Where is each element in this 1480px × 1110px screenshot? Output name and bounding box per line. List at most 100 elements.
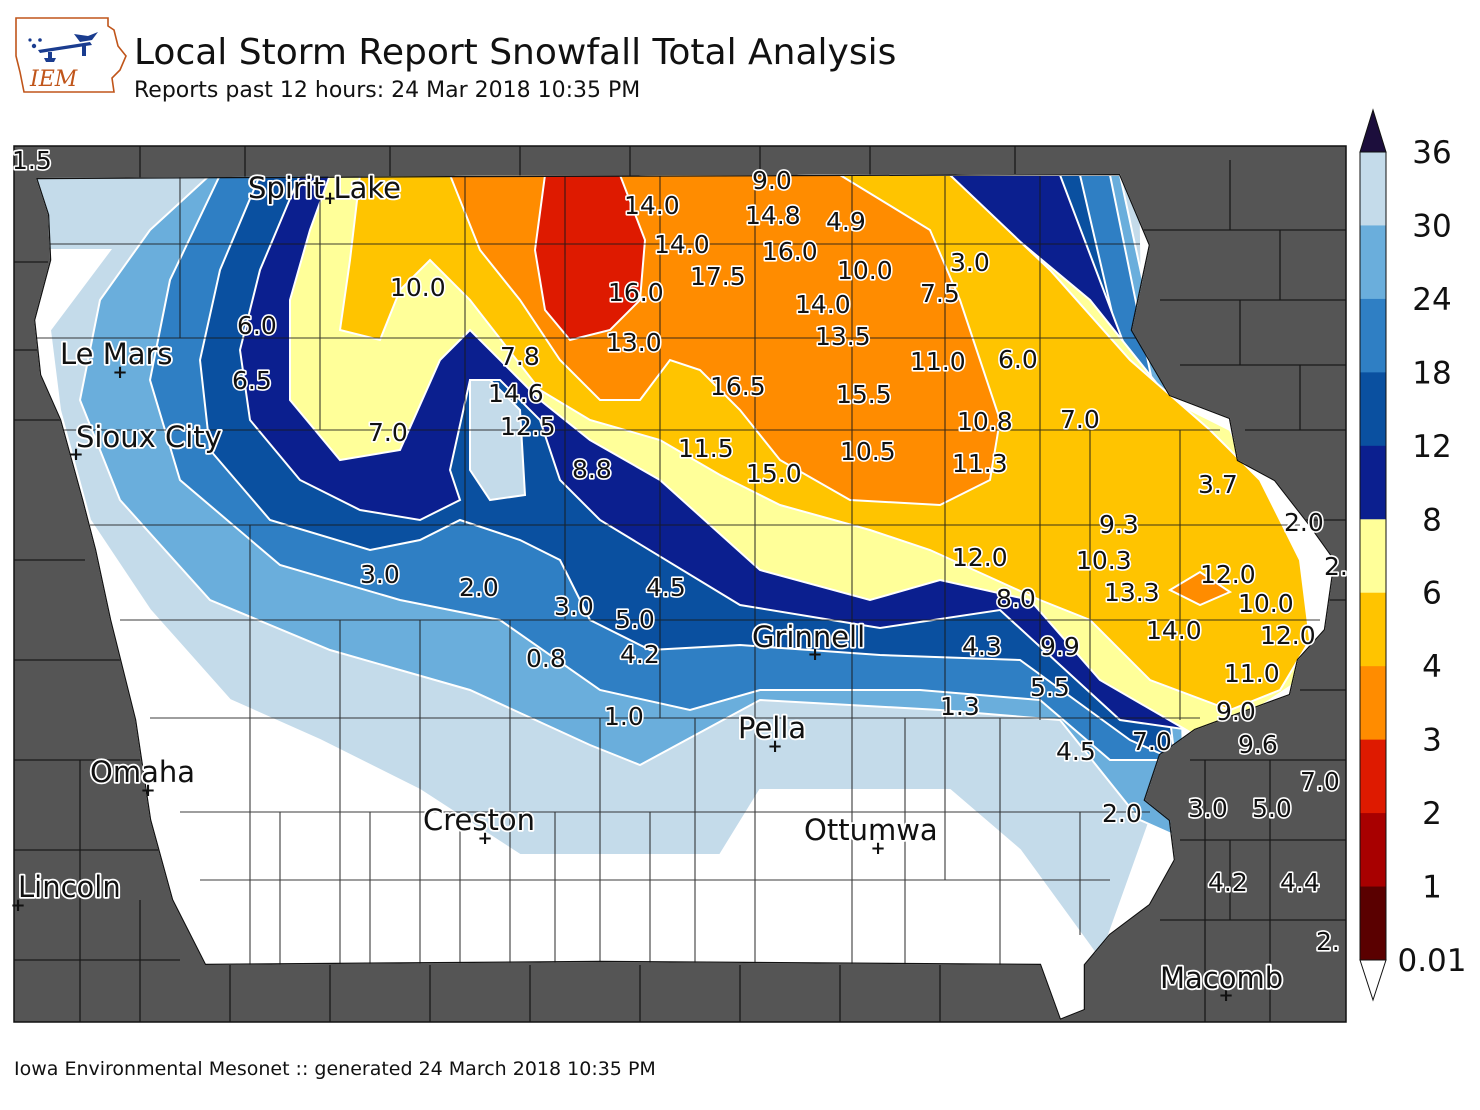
- snowfall-report-value: 14.0: [795, 290, 851, 319]
- colorbar-tick-label: 30: [1412, 208, 1451, 244]
- snowfall-report-value: 8.0: [996, 584, 1036, 613]
- snowfall-report-value: 10.0: [1238, 589, 1294, 618]
- snowfall-report-value: 1.5: [12, 146, 52, 175]
- snowfall-report-value: 11.3: [952, 449, 1008, 478]
- report-layer: 1.5 9.0 14.0 14.8 4.9 14.0 16.0 17.5 10.0 3.0 16.0…: [10, 144, 1349, 957]
- snowfall-report-value: 7.5: [920, 279, 960, 308]
- snowfall-report-value: 11.0: [910, 347, 966, 376]
- map-frame: [13, 145, 1347, 1023]
- snowfall-report-value: 4.2: [1208, 868, 1248, 897]
- snowfall-report-value: 5.0: [1252, 794, 1292, 823]
- snowfall-report-value: 6.5: [232, 366, 272, 395]
- colorbar-segment: [1360, 592, 1386, 667]
- city-marker: +: [10, 895, 25, 916]
- city-label: Ottumwa: [804, 813, 938, 847]
- snowfall-report-value: 4.3: [962, 632, 1002, 661]
- snowfall-report-value: 4.5: [1056, 737, 1096, 766]
- snowfall-report-value: 9.6: [1238, 730, 1278, 759]
- snowfall-report-value: 11.5: [678, 434, 734, 463]
- snowfall-report-value: 9.9: [1040, 632, 1080, 661]
- city-marker: +: [1218, 985, 1233, 1006]
- iem-logo: IEM: [15, 17, 127, 93]
- city-label: Grinnell: [752, 620, 865, 654]
- colorbar-tick-label: 4: [1422, 649, 1442, 685]
- city-label: Sioux City: [76, 420, 222, 454]
- colorbar-tick-label: 8: [1422, 502, 1442, 538]
- colorbar-tick-label: 36: [1412, 135, 1451, 171]
- city-label: Creston: [423, 803, 535, 837]
- colorbar-tick-label: 24: [1412, 282, 1451, 318]
- snowfall-report-value: 12.0: [952, 543, 1008, 572]
- colorbar-segment: [1360, 886, 1386, 961]
- snowfall-report-value: 16.5: [710, 372, 766, 401]
- snowfall-report-value: 7.0: [1300, 767, 1340, 796]
- snowfall-report-value: 16.0: [762, 237, 818, 266]
- snowfall-report-value: 5.5: [1030, 673, 1070, 702]
- city-label: Lincoln: [18, 870, 121, 904]
- colorbar-segment: [1360, 666, 1386, 741]
- snowfall-report-value: 12.5: [500, 412, 556, 441]
- map-subtitle: Reports past 12 hours: 24 Mar 2018 10:35…: [134, 78, 641, 103]
- colorbar-tick-label: 2: [1422, 796, 1442, 832]
- snowfall-report-value: 1.3: [940, 692, 980, 721]
- snowfall-report-value: 13.0: [606, 328, 662, 357]
- snowfall-report-value: 14.0: [1146, 616, 1202, 645]
- city-marker: +: [322, 188, 337, 209]
- colorbar-segment: [1360, 298, 1386, 373]
- snowfall-report-value: 14.0: [654, 230, 710, 259]
- city-marker: +: [68, 444, 83, 465]
- colorbar-max-arrow: [1359, 108, 1387, 153]
- footer-credit: Iowa Environmental Mesonet :: generated …: [14, 1058, 656, 1080]
- snowfall-report-value: 0.8: [526, 644, 566, 673]
- colorbar-tick-label: 18: [1412, 355, 1451, 391]
- snowfall-report-value: 14.6: [488, 379, 544, 408]
- snowfall-report-value: 4.4: [1280, 868, 1320, 897]
- city-label: Macomb: [1160, 961, 1283, 995]
- colorbar-segment: [1360, 813, 1386, 888]
- colorbar: 36 30 24 18 12 8 6 4 3 2 1 0.01: [1359, 108, 1467, 1002]
- city-marker: +: [112, 362, 127, 383]
- snowfall-report-value: 6.0: [998, 345, 1038, 374]
- snowfall-report-value: 3.0: [950, 248, 990, 277]
- city-label: Pella: [738, 711, 806, 745]
- snowfall-report-value: 17.5: [690, 262, 746, 291]
- colorbar-segment: [1360, 372, 1386, 447]
- snowfall-report-value: 15.5: [836, 380, 892, 409]
- snowfall-report-value: 15.0: [746, 459, 802, 488]
- city-marker: +: [767, 736, 782, 757]
- snowfall-report-value: 2.0: [1284, 508, 1324, 537]
- colorbar-min-arrow: [1359, 959, 1387, 1002]
- snowfall-report-value: 6.0: [237, 311, 277, 340]
- city-layer: +Spirit Lake+Le Mars+Sioux City+Grinnell…: [10, 169, 1284, 1006]
- snowfall-report-value: 3.7: [1198, 470, 1238, 499]
- snowfall-report-value: 8.8: [572, 455, 612, 484]
- snowfall-report-value: 7.8: [500, 342, 540, 371]
- snowfall-report-value: 10.0: [390, 273, 446, 302]
- colorbar-segment: [1360, 225, 1386, 300]
- snowfall-report-value: 12.0: [1260, 621, 1316, 650]
- snowfall-report-value: 5.0: [615, 605, 655, 634]
- snowfall-report-value: 3.0: [554, 592, 594, 621]
- snowfall-report-value: 9.0: [1216, 697, 1256, 726]
- snowfall-report-value: 2.: [1324, 552, 1348, 581]
- colorbar-outline: [1359, 151, 1387, 961]
- logo-text: IEM: [29, 67, 78, 92]
- snowfall-report-value: 9.3: [1099, 510, 1139, 539]
- snowfall-report-value: 3.0: [360, 560, 400, 589]
- snowfall-report-value: 11.0: [1224, 659, 1280, 688]
- city-marker: +: [140, 780, 155, 801]
- colorbar-segment: [1360, 445, 1386, 520]
- snowfall-report-value: 2.: [1316, 927, 1340, 956]
- snowfall-report-value: 13.5: [815, 322, 871, 351]
- city-marker: +: [807, 644, 822, 665]
- snowfall-report-value: 4.2: [620, 640, 660, 669]
- snowfall-report-value: 9.0: [752, 166, 792, 195]
- colorbar-segment: [1360, 739, 1386, 814]
- city-marker: +: [870, 838, 885, 859]
- colorbar-segment: [1360, 519, 1386, 594]
- city-marker: +: [477, 828, 492, 849]
- snowfall-report-value: 10.3: [1076, 546, 1132, 575]
- snowfall-report-value: 4.9: [826, 207, 866, 236]
- snowfall-report-value: 14.8: [745, 201, 801, 230]
- colorbar-segment: [1360, 152, 1386, 226]
